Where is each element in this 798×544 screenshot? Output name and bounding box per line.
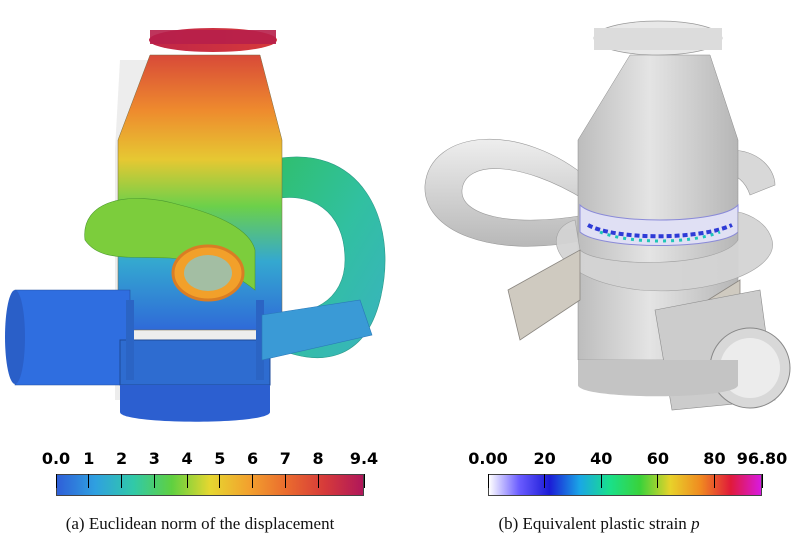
colorbar-tick-mark — [121, 474, 123, 488]
colorbar-tick-mark — [761, 474, 763, 488]
colorbar-tick-mark — [186, 474, 188, 488]
plastic-strain-model-render — [424, 20, 791, 411]
colorbar-tick-mark — [487, 474, 489, 488]
colorbar-tick-label: 60 — [646, 449, 669, 468]
colorbar-tick-label: 80 — [703, 449, 726, 468]
colorbar-tick-label: 6 — [247, 449, 259, 468]
colorbar-tick-label: 0.0 — [41, 449, 71, 468]
colorbar-tick-label: 9.4 — [349, 449, 379, 468]
colorbar-tick-label: 8 — [312, 449, 324, 468]
colorbar-tick-label: 0.00 — [468, 449, 508, 468]
displacement-model-render — [5, 28, 386, 422]
colorbar-tick-label: 40 — [590, 449, 613, 468]
caption-a: (a) Euclidean norm of the displacement — [65, 514, 335, 533]
figure-panel-b: 0.00 20 40 60 80 96.80 (b) Equivalent plastic… — [400, 0, 798, 544]
colorbar-tick-mark — [544, 474, 546, 488]
caption-b: (b) Equivalent plastic strain p — [400, 514, 798, 534]
colorbar-tick-mark — [657, 474, 659, 488]
colorbar-tick-label: 1 — [83, 449, 95, 468]
colorbar-tick-mark — [317, 474, 319, 488]
colorbar-tick-mark — [600, 474, 602, 488]
figure-panel-a: 0.0 1 2 3 4 5 6 7 8 9.4 (a) Euclidean norm of the… — [5, 28, 386, 533]
caption-b-text: (b) Equivalent plastic strain — [498, 514, 692, 533]
colorbar-tick-label: 4 — [181, 449, 193, 468]
colorbar-tick-label: 96.80 — [736, 449, 788, 468]
colorbar-tick-label: 3 — [148, 449, 160, 468]
colorbar-tick-mark — [713, 474, 715, 488]
colorbar-tick-label: 20 — [533, 449, 556, 468]
colorbar-tick-mark — [55, 474, 57, 488]
colorbar-tick-label: 7 — [279, 449, 291, 468]
caption-b-symbol: p — [691, 514, 700, 533]
colorbar-tick-label: 5 — [214, 449, 226, 468]
colorbar-tick-mark — [284, 474, 286, 488]
colorbar-tick-mark — [88, 474, 90, 488]
colorbar-tick-mark — [153, 474, 155, 488]
colorbar-b — [488, 474, 762, 496]
colorbar-tick-mark — [363, 474, 365, 488]
colorbar-tick-mark — [219, 474, 221, 488]
colorbar-tick-label: 2 — [115, 449, 128, 468]
colorbar-tick-mark — [252, 474, 254, 488]
